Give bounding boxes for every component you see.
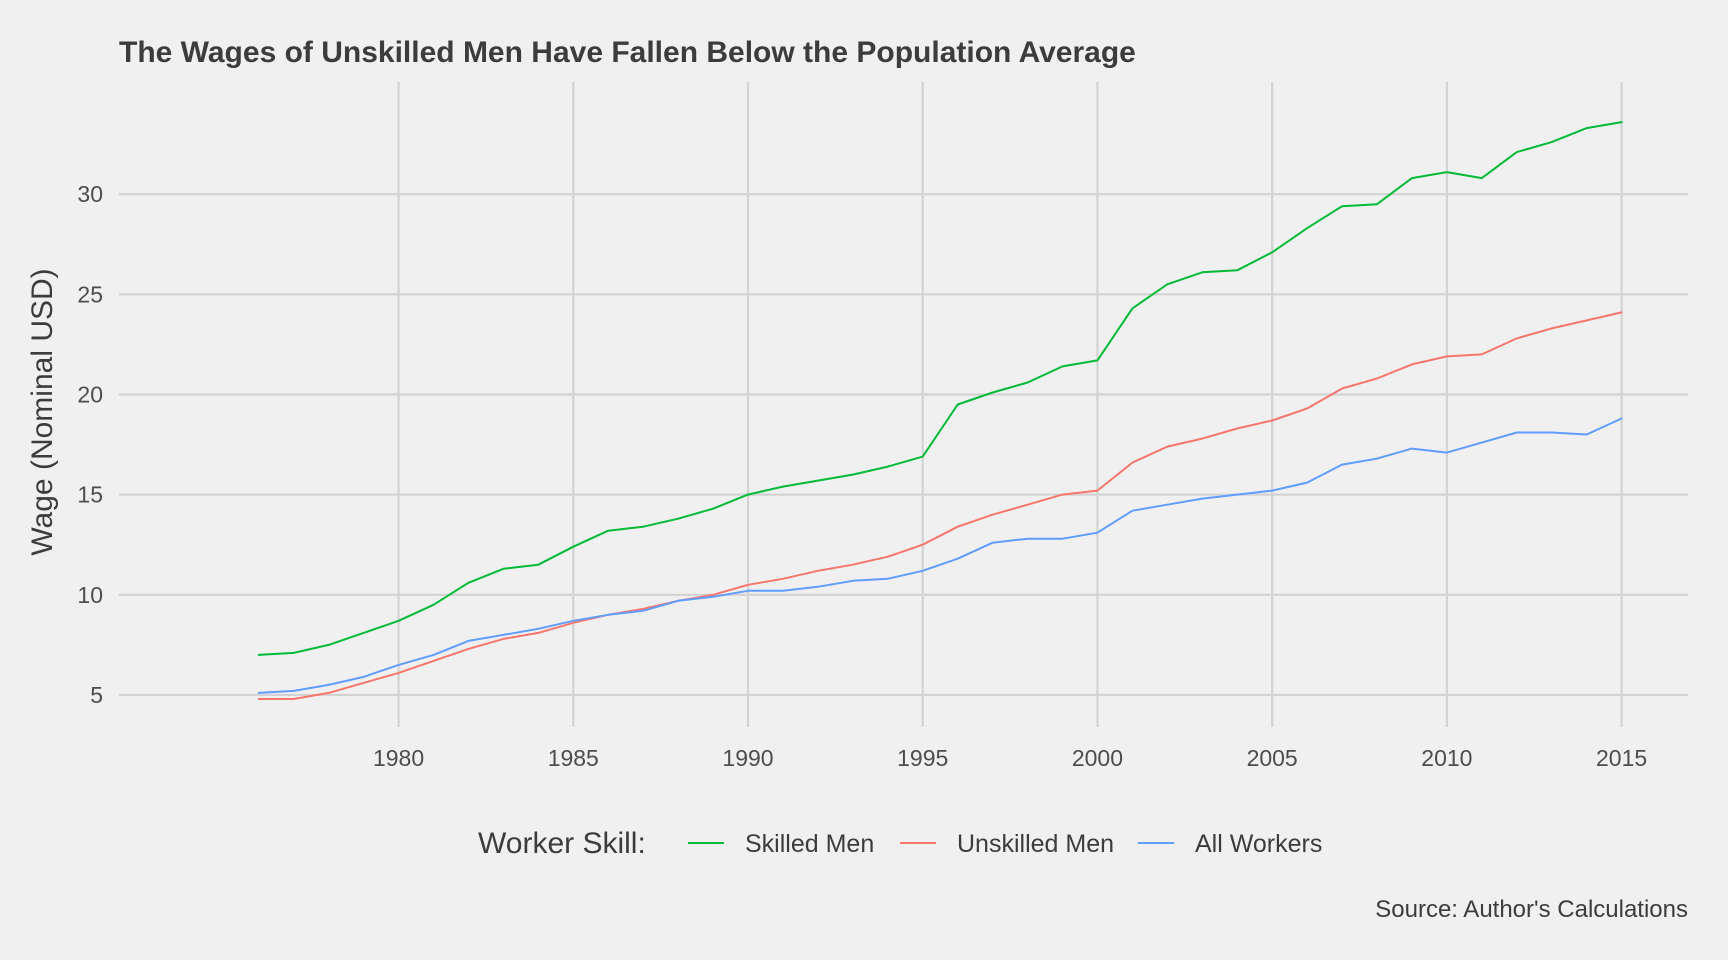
chart-title: The Wages of Unskilled Men Have Fallen B… bbox=[119, 36, 1136, 69]
series-line-skilled-men bbox=[257, 121, 1623, 656]
x-tick-label: 1990 bbox=[722, 745, 773, 771]
series-line-unskilled-men bbox=[257, 311, 1623, 700]
x-tick-label: 1995 bbox=[897, 745, 948, 771]
y-tick-label: 30 bbox=[77, 181, 103, 207]
x-tick-label: 2000 bbox=[1072, 745, 1123, 771]
series-lines bbox=[257, 121, 1623, 700]
legend-label-skilled-men: Skilled Men bbox=[745, 830, 874, 858]
x-tick-label: 2010 bbox=[1421, 745, 1472, 771]
x-tick-label: 1980 bbox=[373, 745, 424, 771]
y-tick-label: 15 bbox=[77, 482, 103, 508]
x-tick-label: 2005 bbox=[1247, 745, 1298, 771]
legend-label-all-workers: All Workers bbox=[1195, 830, 1322, 858]
y-tick-label: 5 bbox=[90, 682, 103, 708]
series-line-all-workers bbox=[257, 417, 1623, 694]
x-tick-label: 2015 bbox=[1596, 745, 1647, 771]
legend-title: Worker Skill: bbox=[478, 827, 646, 860]
legend: Worker Skill: Skilled Men Unskilled Men Al… bbox=[478, 827, 1322, 860]
grid bbox=[119, 82, 1688, 727]
tick-labels: 5 10 15 20 25 30 1980 1985 1990 1995 2000 2005 2010 2… bbox=[77, 181, 1647, 771]
legend-label-unskilled-men: Unskilled Men bbox=[957, 830, 1114, 858]
y-axis-label: Wage (Nominal USD) bbox=[26, 268, 59, 555]
chart-caption: Source: Author's Calculations bbox=[1375, 896, 1688, 923]
x-tick-label: 1985 bbox=[548, 745, 599, 771]
y-tick-label: 10 bbox=[77, 582, 103, 608]
y-tick-label: 20 bbox=[77, 381, 103, 407]
y-tick-label: 25 bbox=[77, 281, 103, 307]
